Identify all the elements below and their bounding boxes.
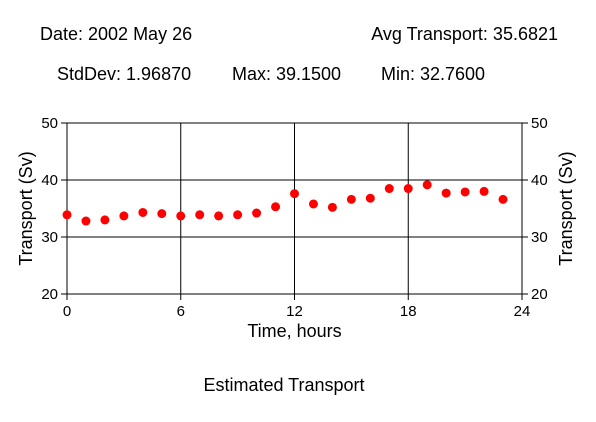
date-label: Date: 2002 May 26 [40,24,193,44]
y-tick-label-left: 30 [41,229,58,246]
data-point [119,211,129,221]
data-point [460,187,470,197]
y-tick-label-right: 20 [531,286,548,303]
max-label: Max: 39.1500 [232,64,342,84]
x-axis-label: Time, hours [247,321,341,341]
data-point [290,189,299,199]
data-point [214,211,224,221]
data-point [498,194,508,204]
data-points [62,180,508,226]
data-point [100,215,110,225]
data-point [176,211,186,221]
data-point [233,210,243,220]
data-point [62,210,72,220]
data-point [403,184,413,194]
y-tick-label-right: 40 [531,172,548,189]
data-point [441,188,451,198]
x-tick-label: 12 [286,303,303,320]
x-tick-label: 24 [514,303,531,320]
data-point [308,199,318,209]
data-point [195,210,205,220]
min-label: Min: 32.7600 [381,64,486,84]
x-tick-label: 18 [400,303,417,320]
y-tick-label-left: 50 [41,115,58,132]
data-point [327,202,337,212]
chart-title: Estimated Transport [203,375,364,395]
data-point [384,184,394,194]
x-tick-label: 0 [63,303,71,320]
data-point [81,216,91,226]
data-point [346,194,356,204]
data-point [365,193,375,203]
y-tick-label-right: 50 [531,115,548,132]
y-tick-label-left: 40 [41,172,58,189]
data-point [271,202,281,212]
x-tick-label: 6 [177,303,185,320]
y-axis-label-right: Transport (Sv) [556,151,576,265]
y-tick-label-right: 30 [531,229,548,246]
data-point [157,209,167,219]
stddev-label: StdDev: 1.96870 [57,64,192,84]
avg-transport-label: Avg Transport: 35.6821 [371,24,558,44]
data-point [138,207,148,217]
y-axis-label-left: Transport (Sv) [16,151,36,265]
data-point [422,180,432,190]
data-point [252,208,262,218]
grid [67,123,522,294]
y-tick-label-left: 20 [41,286,58,303]
data-point [479,186,489,196]
